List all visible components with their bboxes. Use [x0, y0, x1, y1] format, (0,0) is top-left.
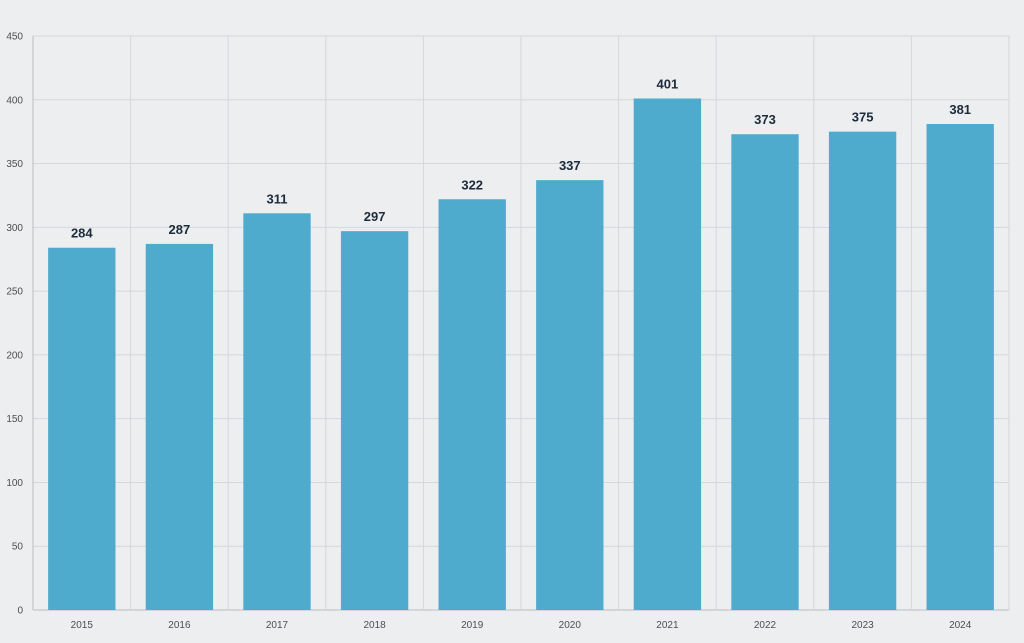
- y-axis: 0 50 100 150 200 250 300 350 400 450: [6, 32, 23, 617]
- data-label-2024: 381: [949, 102, 971, 117]
- data-label-2015: 284: [71, 226, 93, 241]
- x-tick-label-2017: 2017: [266, 620, 289, 631]
- x-tick-label-2016: 2016: [168, 620, 191, 631]
- data-labels-layer: 284 287 311 297 322 337 401 373 375 381: [71, 77, 971, 241]
- y-tick-label: 450: [6, 32, 23, 43]
- x-tick-label-2024: 2024: [949, 620, 972, 631]
- y-tick-label: 0: [17, 606, 23, 617]
- bar-2017: [243, 213, 311, 610]
- x-tick-label-2020: 2020: [559, 620, 582, 631]
- x-tick-label-2015: 2015: [71, 620, 94, 631]
- bar-2022: [731, 134, 799, 610]
- data-label-2016: 287: [169, 222, 191, 237]
- data-label-2018: 297: [364, 209, 386, 224]
- data-label-2021: 401: [657, 77, 679, 92]
- y-tick-label: 100: [6, 478, 23, 489]
- x-axis: 2015 2016 2017 2018 2019 2020 2021 2022 2023 2024: [71, 620, 972, 631]
- bar-2015: [48, 247, 116, 610]
- data-label-2020: 337: [559, 158, 581, 173]
- bar-2016: [145, 243, 214, 610]
- x-tick-label-2022: 2022: [754, 620, 777, 631]
- bar-2023: [828, 131, 897, 610]
- bar-2024: [926, 124, 994, 610]
- x-tick-label-2018: 2018: [363, 620, 386, 631]
- y-tick-label: 200: [6, 350, 23, 361]
- bar-2019: [438, 199, 506, 610]
- x-tick-label-2021: 2021: [656, 620, 679, 631]
- y-tick-label: 250: [6, 287, 23, 298]
- bar-2021: [633, 98, 702, 610]
- y-tick-label: 300: [6, 223, 23, 234]
- x-tick-label-2023: 2023: [851, 620, 874, 631]
- y-tick-label: 400: [6, 95, 23, 106]
- bar-2020: [536, 180, 604, 611]
- bars-layer: [48, 98, 994, 611]
- y-tick-label: 350: [6, 159, 23, 170]
- data-label-2022: 373: [754, 112, 776, 127]
- data-label-2017: 311: [267, 191, 288, 206]
- data-label-2019: 322: [461, 177, 483, 192]
- y-tick-label: 150: [6, 414, 23, 425]
- y-tick-label: 50: [12, 542, 24, 553]
- bar-2018: [340, 231, 409, 610]
- data-label-2023: 375: [852, 110, 874, 125]
- x-tick-label-2019: 2019: [461, 620, 484, 631]
